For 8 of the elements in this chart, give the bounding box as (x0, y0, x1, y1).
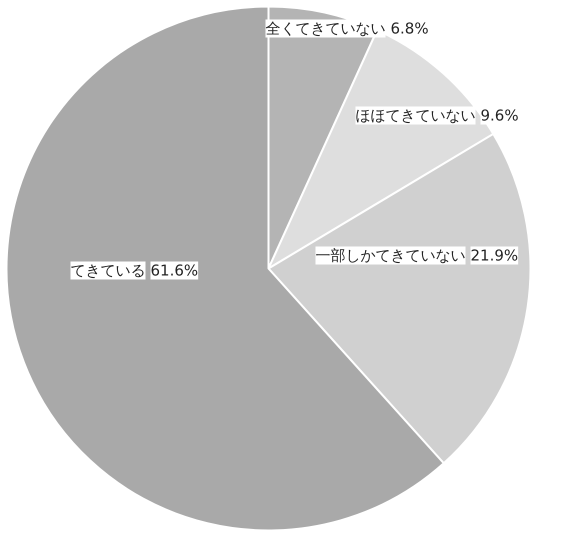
legend-label: てきている (70, 262, 146, 280)
data-label: 9.6% (480, 106, 519, 124)
slice-label: 全くてきていない (266, 20, 386, 38)
data-label: 6.8% (390, 20, 429, 38)
data-label: 21.9% (470, 246, 518, 264)
data-label: 61.6% (150, 262, 198, 280)
slice-label: 一部しかてきていない (316, 246, 466, 264)
slice-label: ほほてきていない (356, 106, 476, 124)
